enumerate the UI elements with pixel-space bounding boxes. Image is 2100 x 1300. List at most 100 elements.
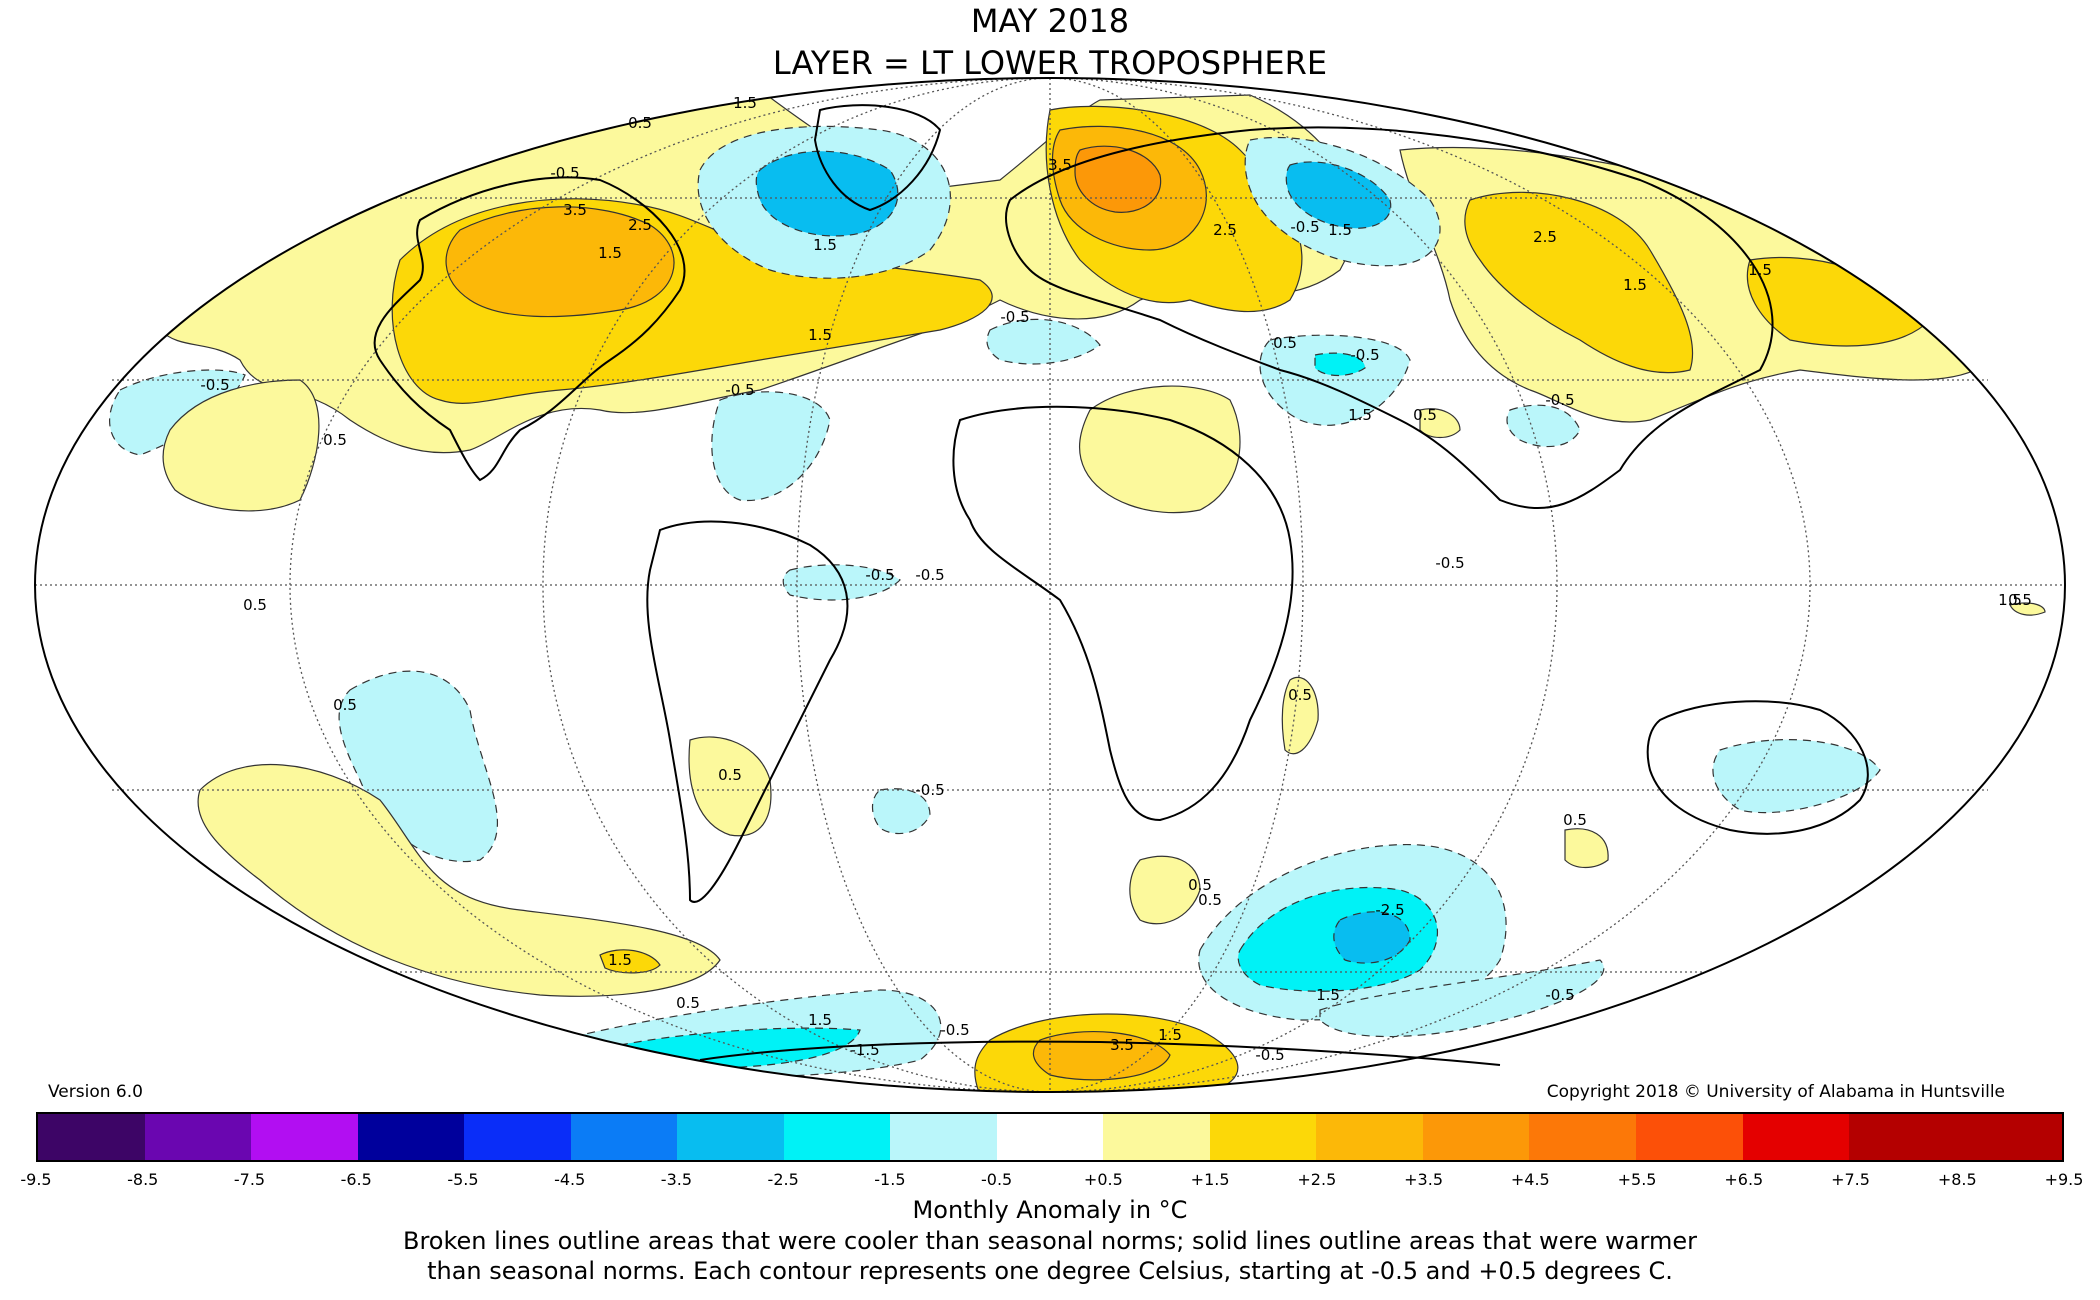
coastline-south-america <box>646 520 849 903</box>
contour-label: -0.5 <box>1545 391 1574 409</box>
contour-label: 1.5 <box>598 244 622 262</box>
contour-label: 2.5 <box>1213 221 1237 239</box>
version-label: Version 6.0 <box>48 1082 143 1102</box>
map-title: MAY 2018 LAYER = LT LOWER TROPOSPHERE <box>0 0 2100 84</box>
contour-label: -0.5 <box>1435 554 1464 572</box>
contour-label: 0.5 <box>333 696 357 714</box>
contour-label: 1.5 <box>1748 261 1772 279</box>
coastline-eurasia <box>1005 126 1774 509</box>
anomaly-region <box>2009 602 2046 616</box>
contour-label: 1.5 <box>813 236 837 254</box>
contour-label: 3.5 <box>563 201 587 219</box>
contour-label: 0.5 <box>2008 591 2032 609</box>
contour-label: 1.5 <box>1348 406 1372 424</box>
contour-label: 1.5 <box>733 94 757 112</box>
contour-labels: 1.50.5-0.53.52.51.5-0.51.50.5-0.50.5-0.5… <box>200 94 2032 1064</box>
globe-outline <box>34 77 2066 1093</box>
contour-label: -0.5 <box>865 566 894 584</box>
anomaly-region <box>986 318 1101 365</box>
contour-label: -0.5 <box>1255 1046 1284 1064</box>
colorbar-swatch <box>1742 1114 1850 1160</box>
contour-label: -1.5 <box>850 1041 879 1059</box>
contour-label: -2.5 <box>1375 901 1404 919</box>
colorbar-tick-label: -4.5 <box>554 1170 586 1189</box>
colorbar-swatch <box>570 1114 678 1160</box>
contour-label: -0.5 <box>915 781 944 799</box>
anomaly-region <box>1564 828 1609 869</box>
colorbar-tick-label: +2.5 <box>1297 1170 1337 1189</box>
anomaly-region <box>871 788 931 835</box>
contour-label: 1.5 <box>808 326 832 344</box>
contour-label: 0.5 <box>323 431 347 449</box>
colorbar-swatch <box>1635 1114 1743 1160</box>
contour-label: 0.5 <box>1273 334 1297 352</box>
coastline-africa <box>952 405 1294 822</box>
contour-label: -0.5 <box>725 381 754 399</box>
anomaly-region <box>197 764 721 997</box>
contour-label: 0.5 <box>1413 406 1437 424</box>
contour-label: 0.5 <box>1188 876 1212 894</box>
contour-label: 0.5 <box>1563 811 1587 829</box>
colorbar-swatch <box>783 1114 891 1160</box>
anomaly-region <box>1333 911 1411 964</box>
contour-label: 2.5 <box>1533 228 1557 246</box>
title-layer: LAYER = LT LOWER TROPOSPHERE <box>772 44 1328 82</box>
colorbar-tick-label: -1.5 <box>874 1170 906 1189</box>
contour-label: -0.5 <box>915 566 944 584</box>
anomaly-fields <box>109 89 2046 1092</box>
colorbar-swatch <box>251 1114 358 1160</box>
colorbar <box>36 1112 2064 1162</box>
colorbar-tick-label: +9.5 <box>2044 1170 2084 1189</box>
contour-label: 1.5 <box>1316 986 1340 1004</box>
contour-label: 1.5 <box>1623 276 1647 294</box>
colorbar-tick-label: +4.5 <box>1510 1170 1550 1189</box>
anomaly-region <box>782 564 901 601</box>
coastline-australia <box>1646 700 1869 835</box>
colorbar-swatch <box>1955 1114 2063 1160</box>
anomaly-region <box>1464 191 1694 374</box>
colorbar-tick-label: -7.5 <box>233 1170 266 1189</box>
colorbar-swatch <box>890 1114 997 1160</box>
anomaly-region <box>1129 855 1201 925</box>
colorbar-swatch <box>144 1114 252 1160</box>
contour-label: 3.5 <box>1110 1036 1134 1054</box>
legend-note-line-2: than seasonal norms. Each contour repres… <box>427 1257 1673 1285</box>
coastlines <box>373 104 1869 1066</box>
contour-label: -0.5 <box>1000 308 1029 326</box>
anomaly-region <box>1285 161 1392 229</box>
contour-label: 0.5 <box>243 596 267 614</box>
contour-label: -0.5 <box>1545 986 1574 1004</box>
colorbar-label: Monthly Anomaly in °C <box>912 1196 1188 1224</box>
contour-label: 2.5 <box>628 216 652 234</box>
colorbar-swatch <box>1316 1114 1423 1160</box>
anomaly-region <box>688 736 772 837</box>
contour-label: 0.5 <box>628 114 652 132</box>
colorbar-tick-label: -6.5 <box>340 1170 372 1189</box>
contour-label: -0.5 <box>940 1021 969 1039</box>
contour-label: 1.5 <box>608 951 632 969</box>
colorbar-tick-label: +1.5 <box>1190 1170 1230 1189</box>
coastline-antarctica <box>699 1040 1501 1066</box>
anomaly-region <box>162 379 320 512</box>
legend-note-line-1: Broken lines outline areas that were coo… <box>403 1227 1697 1255</box>
anomaly-region <box>1506 404 1581 448</box>
anomaly-region <box>445 206 675 318</box>
contour-label: 1.5 <box>1158 1026 1182 1044</box>
contour-label: 1.5 <box>1998 591 2022 609</box>
contour-label: 1.5 <box>808 1011 832 1029</box>
anomaly-region <box>1314 352 1366 377</box>
anomaly-region <box>1712 738 1881 814</box>
colorbar-swatch <box>1422 1114 1530 1160</box>
colorbar-swatch <box>677 1114 784 1160</box>
colorbar-tick-label: -5.5 <box>447 1170 479 1189</box>
colorbar-tick-label: +5.5 <box>1617 1170 1657 1189</box>
colorbar-tick-label: -9.5 <box>20 1170 52 1189</box>
meridian-line <box>289 77 1811 1093</box>
colorbar-swatch <box>1103 1114 1210 1160</box>
colorbar-swatch <box>996 1114 1104 1160</box>
colorbar-tick-label: -3.5 <box>660 1170 693 1189</box>
colorbar-ticks: -9.5 -8.5 -7.5 -6.5 -5.5 -4.5 -3.5 -2.5 -1.5 -0.5… <box>0 1170 2100 1194</box>
contour-label: -0.5 <box>1350 346 1379 364</box>
contour-label: 0.5 <box>1198 891 1222 909</box>
